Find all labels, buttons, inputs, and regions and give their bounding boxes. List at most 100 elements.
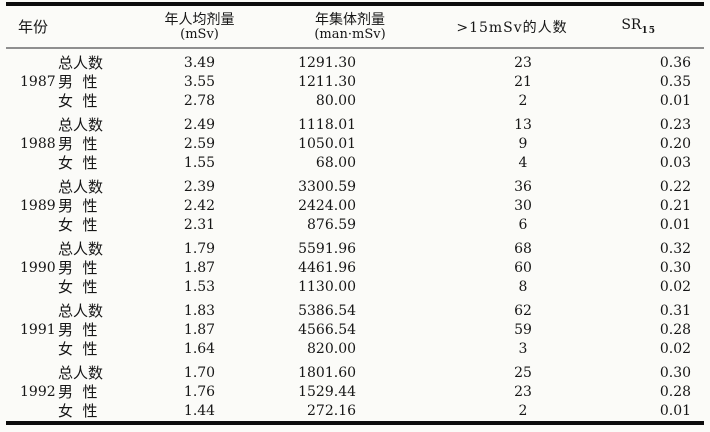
over15-count-cell: 2	[518, 403, 528, 419]
sr15-cell: 0.01	[659, 93, 692, 109]
sr15-cell: 0.20	[659, 136, 692, 152]
per-capita-dose-cell: 1.83	[183, 303, 216, 319]
over15-count-cell: 36	[514, 179, 532, 195]
category-cell: 女 性	[58, 216, 98, 234]
table-row: 女 性 1.44 272.16 2 0.01	[6, 402, 704, 423]
collective-dose-cell: 5591.96	[298, 241, 357, 257]
collective-dose-cell: 1130.00	[298, 279, 357, 295]
sr15-cell: 0.02	[659, 341, 692, 357]
per-capita-dose-cell: 2.49	[183, 117, 216, 133]
table-row: 女 性 2.78 80.00 2 0.01	[6, 92, 704, 111]
per-capita-dose-cell: 1.53	[183, 279, 216, 295]
table-row: 男 性 2.59 1050.01 9 0.20	[6, 135, 704, 154]
sr15-cell: 0.21	[659, 198, 692, 214]
table-row: 男 性 1.87 4566.54 59 0.28	[6, 321, 704, 340]
category-cell: 总人数	[58, 54, 104, 72]
per-capita-dose-cell: 3.55	[183, 74, 216, 90]
sr15-cell: 0.32	[659, 241, 692, 257]
over15-count-cell: 30	[514, 198, 532, 214]
table-row: 1992 总人数 1.70 1801.60 25 0.30	[6, 359, 704, 400]
sr-subscript: 15	[641, 25, 657, 36]
sr15-cell: 0.36	[659, 55, 692, 71]
collective-dose-cell: 820.00	[307, 341, 357, 357]
collective-dose-title: 年集体剂量	[315, 12, 386, 28]
collective-dose-cell: 272.16	[307, 403, 357, 419]
year-cell: 1991	[20, 322, 56, 338]
category-cell: 总人数	[58, 178, 104, 196]
collective-dose-cell: 5386.54	[298, 303, 357, 319]
per-capita-dose-cell: 2.31	[183, 217, 216, 233]
dose-statistics-table: 年份 年人均剂量 (mSv) 年集体剂量 (man·mSv) >15mSv的人数…	[6, 2, 705, 425]
year-cell: 1990	[20, 260, 56, 276]
table-row: 1988 总人数 2.49 1118.01 13 0.23	[6, 111, 704, 152]
category-cell: 女 性	[58, 154, 98, 172]
category-cell: 男 性	[58, 197, 98, 215]
col-header-year: 年份	[6, 4, 121, 49]
year-group-1988: 1988 总人数 2.49 1118.01 13 0.23 男 性 2.59 1…	[6, 111, 704, 173]
collective-dose-cell: 68.00	[315, 155, 357, 171]
table-row: 女 性 1.55 68.00 4 0.03	[6, 154, 704, 173]
over15-count-cell: 6	[518, 217, 528, 233]
sr15-cell: 0.35	[659, 74, 692, 90]
over15-count-cell: 23	[514, 55, 532, 71]
year-cell: 1988	[20, 136, 56, 152]
collective-dose-cell: 80.00	[315, 93, 357, 109]
category-cell: 总人数	[58, 364, 104, 382]
per-capita-dose-cell: 3.49	[183, 55, 216, 71]
table-row: 女 性 1.53 1130.00 8 0.02	[6, 278, 704, 297]
category-cell: 男 性	[58, 321, 98, 339]
sr15-cell: 0.30	[659, 260, 692, 276]
per-capita-dose-cell: 1.55	[183, 155, 216, 171]
per-capita-dose-cell: 1.79	[183, 241, 216, 257]
per-capita-dose-cell: 1.70	[183, 365, 216, 381]
category-cell: 总人数	[58, 302, 104, 320]
category-cell: 总人数	[58, 240, 104, 258]
category-cell: 男 性	[58, 73, 98, 91]
sr15-cell: 0.01	[659, 217, 692, 233]
sr15-cell: 0.28	[659, 322, 692, 338]
year-group-1989: 1989 总人数 2.39 3300.59 36 0.22 男 性 2.42 2…	[6, 173, 704, 235]
per-capita-dose-cell: 2.42	[183, 198, 216, 214]
per-capita-dose-cell: 2.39	[183, 179, 216, 195]
per-capita-dose-cell: 1.76	[183, 384, 216, 400]
sr15-cell: 0.03	[659, 155, 692, 171]
collective-dose-cell: 1118.01	[298, 117, 357, 133]
table-row: 1987 总人数 3.49 1291.30 23 0.36	[6, 48, 704, 90]
category-cell: 女 性	[58, 92, 98, 110]
year-group-1992: 1992 总人数 1.70 1801.60 25 0.30 男 性 1.76 1…	[6, 359, 704, 423]
collective-dose-cell: 1291.30	[298, 55, 357, 71]
table-row: 女 性 2.31 876.59 6 0.01	[6, 216, 704, 235]
per-capita-dose-cell: 2.78	[183, 93, 216, 109]
col-header-per-capita-dose: 年人均剂量 (mSv)	[120, 4, 286, 49]
over15-count-cell: 4	[518, 155, 528, 171]
collective-dose-cell: 1801.60	[298, 365, 357, 381]
category-cell: 女 性	[58, 278, 98, 296]
year-group-1987: 1987 总人数 3.49 1291.30 23 0.36 男 性 3.55 1…	[6, 48, 704, 111]
over15-count-cell: 3	[518, 341, 528, 357]
per-capita-dose-unit: (mSv)	[180, 27, 219, 42]
collective-dose-unit: (man·mSv)	[314, 27, 386, 42]
table-row: 1989 总人数 2.39 3300.59 36 0.22	[6, 173, 704, 214]
over15-count-cell: 13	[514, 117, 532, 133]
table-row: 男 性 3.55 1211.30 21 0.35	[6, 73, 704, 92]
table-row: 男 性 1.87 4461.96 60 0.30	[6, 259, 704, 278]
over15-count-cell: 9	[518, 136, 528, 152]
per-capita-dose-cell: 1.87	[183, 260, 216, 276]
year-cell: 1992	[20, 384, 56, 400]
per-capita-dose-cell: 2.59	[183, 136, 216, 152]
table-row: 1990 总人数 1.79 5591.96 68 0.32	[6, 235, 704, 276]
table-row: 女 性 1.64 820.00 3 0.02	[6, 340, 704, 359]
sr15-cell: 0.02	[659, 279, 692, 295]
over15-count-cell: 60	[514, 260, 532, 276]
over15-count-cell: 2	[518, 93, 528, 109]
over15-count-cell: 59	[514, 322, 532, 338]
per-capita-dose-cell: 1.44	[183, 403, 216, 419]
sr15-cell: 0.22	[659, 179, 692, 195]
category-cell: 男 性	[58, 259, 98, 277]
table-row: 男 性 2.42 2424.00 30 0.21	[6, 197, 704, 216]
collective-dose-cell: 1529.44	[298, 384, 357, 400]
year-cell: 1987	[20, 74, 56, 90]
sr15-cell: 0.31	[659, 303, 692, 319]
category-cell: 总人数	[58, 116, 104, 134]
